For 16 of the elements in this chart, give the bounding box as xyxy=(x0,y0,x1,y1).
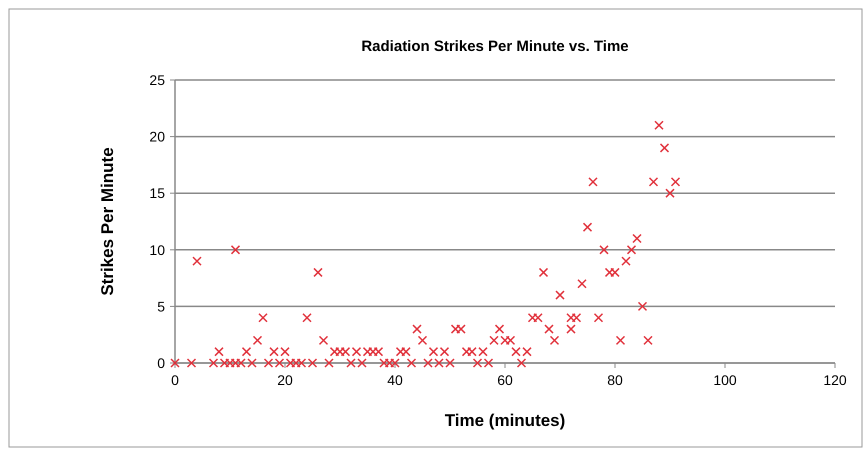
chart-title: Radiation Strikes Per Minute vs. Time xyxy=(361,38,629,55)
y-tick-label: 15 xyxy=(149,185,166,202)
x-axis-title: Time (minutes) xyxy=(444,411,566,430)
y-tick-label: 0 xyxy=(157,355,166,371)
y-tick-label: 20 xyxy=(149,128,166,145)
y-tick-label: 10 xyxy=(149,242,166,258)
x-tick-label: 40 xyxy=(387,372,403,388)
x-tick-label: 60 xyxy=(497,372,513,388)
x-tick-label: 0 xyxy=(171,372,180,388)
x-tick-label: 80 xyxy=(607,372,623,388)
y-axis-title: Strikes Per Minute xyxy=(98,147,117,296)
y-tick-label: 25 xyxy=(149,72,166,88)
x-tick-label: 20 xyxy=(277,372,293,388)
y-tick-label: 5 xyxy=(157,298,166,314)
x-tick-label: 120 xyxy=(823,372,847,388)
x-tick-label: 100 xyxy=(713,372,737,388)
